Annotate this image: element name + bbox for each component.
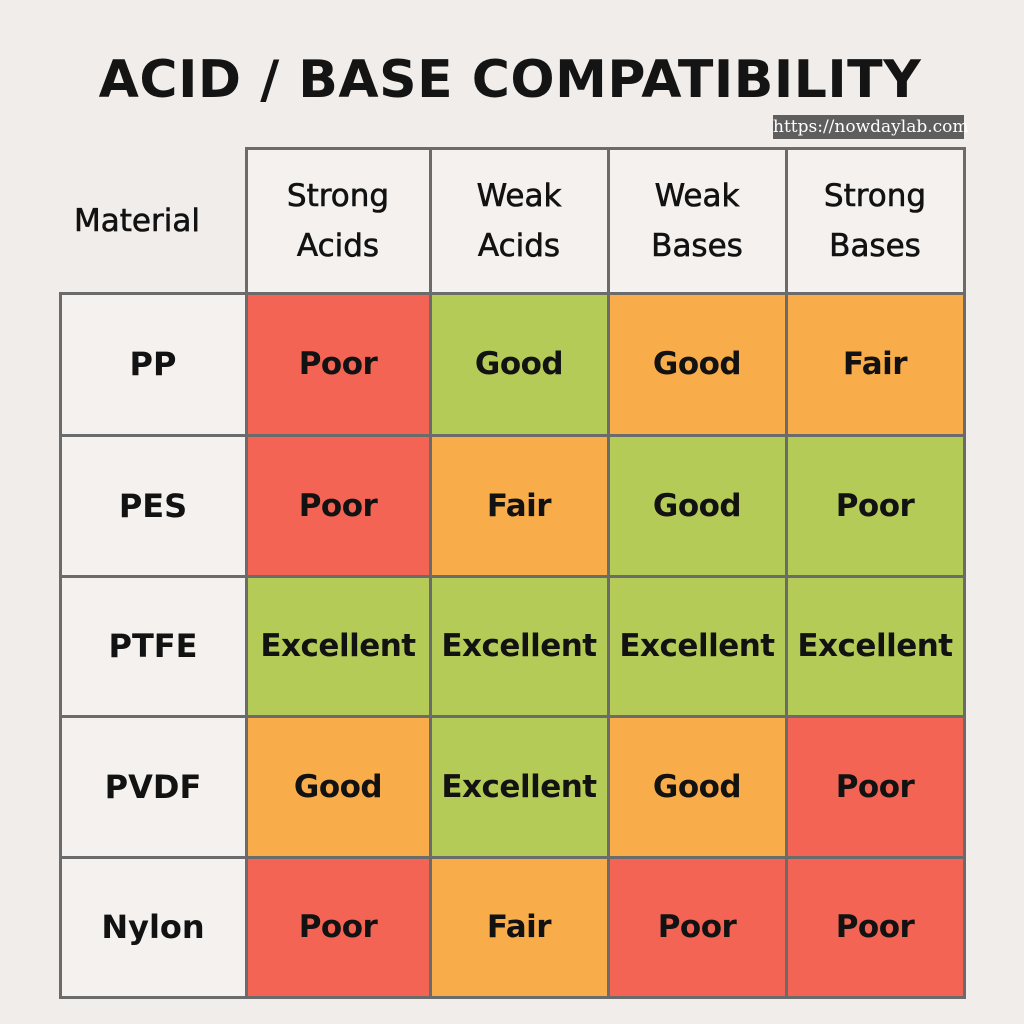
- rating-cell: Good: [608, 293, 786, 435]
- row-header-label: Material: [74, 202, 201, 239]
- grid-line-vertical: [59, 292, 62, 999]
- rating-cell: Excellent: [430, 576, 608, 716]
- rating-cell: Excellent: [786, 576, 964, 716]
- rating-cell: Fair: [430, 435, 608, 576]
- column-header-line: Strong: [823, 177, 927, 214]
- rating-cell: Excellent: [430, 716, 608, 857]
- rating-cell: Good: [246, 716, 430, 857]
- rating-cell: Good: [430, 293, 608, 435]
- material-label: PES: [60, 435, 246, 576]
- grid-line-horizontal: [59, 434, 966, 437]
- column-header-line: Weak: [654, 177, 740, 214]
- rating-cell: Poor: [246, 435, 430, 576]
- column-header-line: Bases: [651, 227, 743, 264]
- column-header-line: Bases: [829, 227, 921, 264]
- grid-line-vertical: [429, 147, 432, 999]
- column-header: Strong Acids: [246, 148, 430, 293]
- grid-line-vertical: [607, 147, 610, 999]
- column-header: Weak Bases: [608, 148, 786, 293]
- grid-line-horizontal: [59, 575, 966, 578]
- rating-cell: Good: [608, 435, 786, 576]
- grid-line-horizontal: [59, 856, 966, 859]
- column-header-line: Strong: [286, 177, 390, 214]
- material-label: PP: [60, 293, 246, 435]
- material-label: Nylon: [60, 857, 246, 997]
- rating-cell: Excellent: [246, 576, 430, 716]
- grid-line-horizontal: [59, 292, 966, 295]
- rating-cell: Excellent: [608, 576, 786, 716]
- material-label: PTFE: [60, 576, 246, 716]
- grid-line-vertical: [785, 147, 788, 999]
- column-header-line: Acids: [296, 227, 380, 264]
- chart-title: ACID / BASE COMPATIBILITY: [98, 50, 922, 110]
- rating-cell: Poor: [786, 857, 964, 997]
- rating-cell: Poor: [786, 716, 964, 857]
- column-header: Weak Acids: [430, 148, 608, 293]
- grid-line-horizontal: [59, 715, 966, 718]
- grid-line-vertical: [963, 147, 966, 999]
- grid-line-horizontal: [59, 996, 966, 999]
- column-header-line: Acids: [477, 227, 561, 264]
- grid-line-vertical: [245, 147, 248, 999]
- material-label: PVDF: [60, 716, 246, 857]
- rating-cell: Poor: [786, 435, 964, 576]
- rating-cell: Poor: [246, 293, 430, 435]
- rating-cell: Fair: [786, 293, 964, 435]
- rating-cell: Good: [608, 716, 786, 857]
- rating-cell: Poor: [608, 857, 786, 997]
- rating-cell: Fair: [430, 857, 608, 997]
- watermark-url: https://nowdaylab.com: [773, 115, 969, 139]
- rating-cell: Poor: [246, 857, 430, 997]
- column-header: Strong Bases: [786, 148, 964, 293]
- column-header-line: Weak: [476, 177, 562, 214]
- grid-line-horizontal: [245, 147, 966, 150]
